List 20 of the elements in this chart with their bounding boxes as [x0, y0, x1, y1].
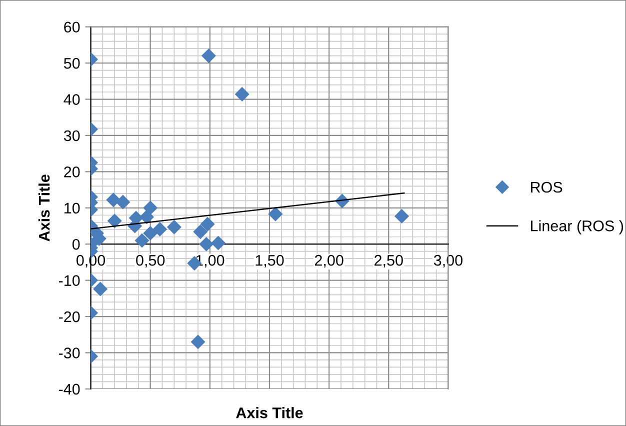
x-tick-label: 2,00: [314, 254, 344, 268]
y-tick-label: -40: [58, 384, 80, 395]
y-tick-label: 40: [64, 94, 80, 105]
y-axis-title: Axis Title: [38, 174, 50, 242]
x-tick-label: 2,50: [374, 254, 403, 268]
x-tick-label: 3,00: [434, 254, 462, 268]
y-tick-label: -20: [58, 311, 80, 322]
x-axis-title: Axis Title: [236, 407, 303, 418]
y-tick-label: 0: [72, 238, 80, 250]
y-tick-label: 50: [64, 58, 80, 69]
legend-label: Linear (ROS ): [531, 220, 624, 234]
x-tick-label: 1,50: [256, 254, 284, 268]
y-tick-label: 20: [64, 166, 80, 178]
legend-label: ROS: [531, 182, 562, 193]
y-tick-label: 10: [64, 202, 80, 214]
y-tick-label: -10: [58, 275, 80, 286]
y-tick-label: -30: [58, 348, 80, 358]
y-tick-label: 30: [64, 130, 80, 142]
x-tick-label: 0,50: [136, 254, 165, 268]
y-tick-label: 60: [64, 22, 80, 33]
